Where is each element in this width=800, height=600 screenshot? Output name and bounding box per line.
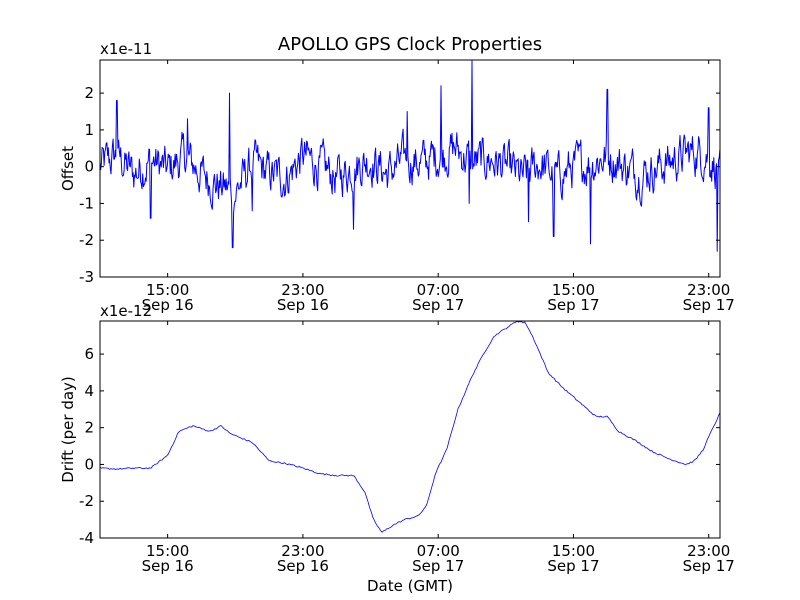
offset-y-tick-label: -3 [79,268,94,286]
drift-y-tick-label: 0 [84,455,94,473]
drift-series-line [99,320,721,533]
offset-x-tick-date-label: Sep 17 [683,296,735,314]
drift-y-tick-label: -4 [79,529,94,547]
offset-x-tick-time-label: 15:00 [146,281,189,299]
offset-x-tick-date-label: Sep 17 [412,296,464,314]
offset-y-tick-label: -2 [79,231,94,249]
offset-x-tick-time-label: 15:00 [552,281,595,299]
drift-plot-area [100,321,720,538]
offset-x-tick-date-label: Sep 17 [547,296,599,314]
offset-y-axis-label: Offset [59,146,77,191]
drift-y-axis-label: Drift (per day) [59,376,77,483]
drift-x-tick-time-label: 23:00 [687,542,730,560]
offset-y-tick-label: 2 [84,84,94,102]
offset-series-line [99,59,721,252]
drift-axes-frame [99,320,721,539]
offset-x-tick-time-label: 23:00 [687,281,730,299]
drift-x-tick-date-label: Sep 17 [683,557,735,575]
drift-x-tick-date-label: Sep 16 [142,557,194,575]
drift-y-tick-label: 2 [84,419,94,437]
offset-x-tick-time-label: 07:00 [417,281,460,299]
offset-y-tick-label: 0 [84,158,94,176]
offset-y-tick-label: -1 [79,194,94,212]
drift-x-tick-time-label: 15:00 [146,542,189,560]
drift-x-tick-date-label: Sep 17 [412,557,464,575]
drift-y-tick-label: 6 [84,345,94,363]
drift-x-tick-time-label: 23:00 [281,542,324,560]
offset-axes-frame [99,59,721,278]
drift-x-tick-time-label: 07:00 [417,542,460,560]
x-axis-label: Date (GMT) [367,577,453,595]
offset-y-tick-label: 1 [84,121,94,139]
offset-x-tick-date-label: Sep 16 [277,296,329,314]
offset-x-tick-date-label: Sep 16 [142,296,194,314]
drift-series-group [99,320,721,533]
drift-y-tick-label: 4 [84,382,94,400]
chart-title: APOLLO GPS Clock Properties [278,34,542,55]
offset-x-tick-time-label: 23:00 [281,281,324,299]
drift-y-tick-label: -2 [79,492,94,510]
drift-x-tick-time-label: 15:00 [552,542,595,560]
offset-exponent-label: x1e-11 [100,40,152,58]
offset-series-group [99,59,721,252]
drift-x-tick-date-label: Sep 16 [277,557,329,575]
drift-exponent-label: x1e-12 [100,302,152,320]
drift-x-tick-date-label: Sep 17 [547,557,599,575]
